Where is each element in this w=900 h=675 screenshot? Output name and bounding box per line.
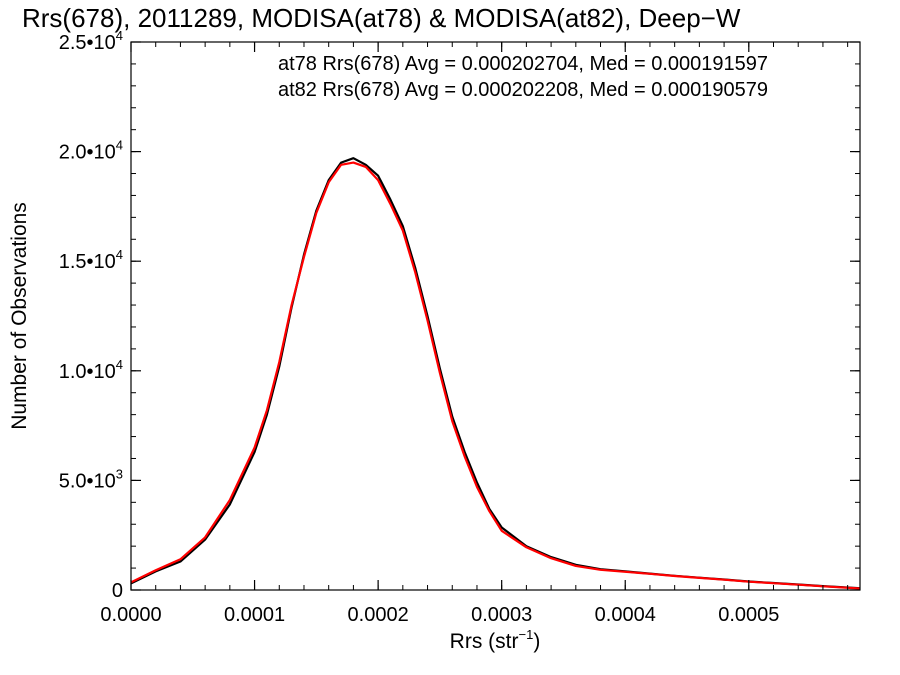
x-tick-label: 0.0000 <box>100 604 161 626</box>
x-tick-label: 0.0001 <box>224 604 285 626</box>
annotations: at78 Rrs(678) Avg = 0.000202704, Med = 0… <box>278 53 768 101</box>
annotation-at82: at82 Rrs(678) Avg = 0.000202208, Med = 0… <box>278 79 768 101</box>
series-line-1 <box>131 161 860 590</box>
x-axis-label-close: ) <box>533 630 540 653</box>
x-tick-label: 0.0003 <box>471 604 532 626</box>
plot-area <box>130 41 861 591</box>
y-tick-label: 5.0•103 <box>59 466 123 492</box>
y-axis: 0 5.0•103 1.0•104 1.5•104 2.0•104 2.5•104 <box>59 28 860 602</box>
x-axis-label-text: Rrs (str <box>450 630 519 653</box>
x-tick-label: 0.0002 <box>348 604 409 626</box>
y-tick-label: 1.5•104 <box>59 247 123 273</box>
series-layer <box>131 157 860 590</box>
y-tick-label: 2.0•104 <box>59 138 123 164</box>
annotation-at78: at78 Rrs(678) Avg = 0.000202704, Med = 0… <box>278 53 768 75</box>
y-tick-label: 1.0•104 <box>59 357 123 383</box>
x-tick-label: 0.0005 <box>718 604 779 626</box>
y-axis-label: Number of Observations <box>8 202 31 430</box>
y-tick-label: 0 <box>112 580 123 602</box>
y-tick-label: 2.5•104 <box>59 28 123 54</box>
chart-title: Rrs(678), 2011289, MODISA(at78) & MODISA… <box>22 3 741 33</box>
x-tick-label: 0.0004 <box>595 604 656 626</box>
x-axis: 0.0000 0.0001 0.0002 0.0003 0.0004 0.0005 <box>100 42 849 626</box>
plot-frame <box>130 41 861 591</box>
series-line-0 <box>131 157 860 590</box>
x-axis-label: Rrs (str−1) <box>450 627 541 653</box>
x-axis-label-exponent: −1 <box>519 627 534 642</box>
